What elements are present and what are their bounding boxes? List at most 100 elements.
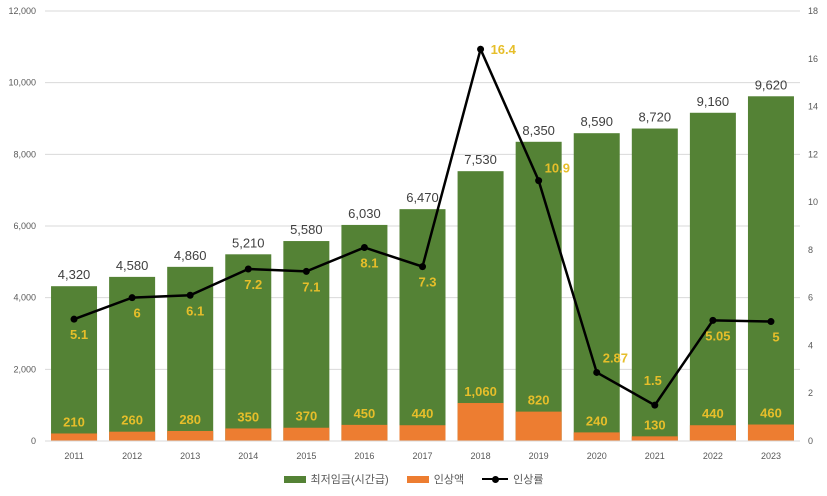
x-tick-label: 2017 <box>412 451 432 461</box>
wage-data-label: 4,580 <box>116 258 149 273</box>
increase-data-label: 440 <box>412 406 434 421</box>
rate-data-label: 7.3 <box>418 275 436 290</box>
bar-increase <box>689 425 736 441</box>
increase-data-label: 130 <box>644 417 666 432</box>
y-right-tick-label: 0 <box>808 436 813 446</box>
legend: 최저임금(시간급) 인상액 인상률 <box>0 471 827 487</box>
combo-chart: 0 2,000 4,000 6,000 8,000 10,000 12,000 0 2 4 6 8 10… <box>8 6 818 461</box>
y-right-tick-label: 10 <box>808 197 818 207</box>
bar-wage <box>689 112 736 442</box>
x-tick-label: 2021 <box>645 451 665 461</box>
wage-data-label: 9,620 <box>755 77 788 92</box>
rate-point <box>593 368 601 376</box>
wage-data-label: 8,720 <box>639 110 672 125</box>
increase-data-label: 370 <box>295 409 317 424</box>
bar-wage <box>631 128 678 442</box>
rate-data-label: 10.9 <box>545 161 570 176</box>
y-left-tick-label: 12,000 <box>8 6 36 16</box>
increase-data-label: 450 <box>354 406 376 421</box>
rate-point <box>244 265 252 273</box>
y-left-tick-label: 4,000 <box>13 293 36 303</box>
rate-data-label: 2.87 <box>603 350 628 365</box>
bar-wage <box>515 141 562 441</box>
x-tick-label: 2018 <box>471 451 491 461</box>
bar-increase <box>747 424 794 441</box>
y-right-tick-label: 6 <box>808 293 813 303</box>
wage-data-label: 9,160 <box>697 94 730 109</box>
legend-item-wage: 최저임금(시간급) <box>283 471 389 487</box>
y-right-tick-label: 8 <box>808 245 813 255</box>
increase-data-label: 350 <box>237 409 259 424</box>
bar-increase <box>515 411 562 441</box>
bar-increase <box>225 428 272 441</box>
y-right-tick-label: 16 <box>808 54 818 64</box>
rate-data-label: 7.1 <box>302 279 320 294</box>
rate-point <box>70 315 78 323</box>
bar-wage <box>51 286 98 441</box>
rate-point <box>709 316 717 324</box>
x-tick-label: 2023 <box>761 451 781 461</box>
rate-point <box>128 294 136 302</box>
x-tick-label: 2014 <box>238 451 258 461</box>
x-tick-label: 2022 <box>703 451 723 461</box>
rate-point <box>186 291 194 299</box>
y-right-tick-label: 4 <box>808 340 813 350</box>
x-tick-label: 2015 <box>296 451 316 461</box>
y-right-tick-label: 12 <box>808 149 818 159</box>
rate-data-label: 7.2 <box>244 277 262 292</box>
increase-data-label: 440 <box>702 406 724 421</box>
wage-data-label: 6,030 <box>348 206 381 221</box>
increase-data-label: 820 <box>528 393 550 408</box>
legend-swatch-increase <box>406 475 429 483</box>
wage-data-label: 7,530 <box>464 152 497 167</box>
x-tick-label: 2012 <box>122 451 142 461</box>
y-left-tick-label: 10,000 <box>8 78 36 88</box>
wage-data-label: 4,860 <box>174 248 207 263</box>
increase-data-label: 1,060 <box>464 384 497 399</box>
legend-label-wage: 최저임금(시간급) <box>310 474 389 486</box>
legend-item-increase: 인상액 <box>406 471 465 487</box>
y-right-tick-label: 2 <box>808 388 813 398</box>
bar-increase <box>341 424 388 441</box>
bar-increase <box>51 433 98 441</box>
rate-data-label: 5.05 <box>705 328 730 343</box>
wage-data-label: 6,470 <box>406 190 439 205</box>
y-left-tick-label: 2,000 <box>13 364 36 374</box>
increase-data-label: 460 <box>760 406 782 421</box>
legend-label-increase: 인상액 <box>433 474 465 486</box>
y-left-tick-label: 0 <box>31 436 36 446</box>
bar-increase <box>457 403 504 441</box>
bar-wage <box>399 209 446 441</box>
wage-data-label: 5,210 <box>232 235 265 250</box>
bar-wage <box>341 224 388 441</box>
bar-wage <box>457 171 504 442</box>
rate-point <box>360 244 368 251</box>
rate-point <box>477 45 485 53</box>
increase-data-label: 240 <box>586 413 608 428</box>
rate-data-label: 6.1 <box>186 303 204 318</box>
wage-data-label: 4,320 <box>58 267 91 282</box>
bar-increase <box>167 430 214 441</box>
rate-data-label: 5.1 <box>70 327 88 342</box>
bar-wage <box>573 133 620 442</box>
x-tick-label: 2020 <box>587 451 607 461</box>
legend-label-rate: 인상률 <box>513 474 544 486</box>
legend-line-rate <box>482 475 509 483</box>
rate-data-label: 5 <box>772 330 779 345</box>
bar-increase <box>283 427 330 441</box>
bar-wage <box>225 254 272 441</box>
bar-wage <box>747 96 794 442</box>
y-right-tick-label: 14 <box>808 102 818 112</box>
rate-data-label: 1.5 <box>644 373 662 388</box>
wage-data-label: 5,580 <box>290 222 323 237</box>
y-right-tick-label: 18 <box>808 6 818 16</box>
x-tick-label: 2016 <box>354 451 374 461</box>
bar-increase <box>631 436 678 441</box>
legend-swatch-wage <box>283 475 306 483</box>
increase-data-label: 210 <box>63 414 85 429</box>
rate-data-label: 8.1 <box>360 256 378 271</box>
wage-data-label: 8,350 <box>522 123 555 138</box>
wage-data-label: 8,590 <box>580 114 613 129</box>
rate-point <box>419 263 426 271</box>
rate-data-label: 16.4 <box>491 42 517 57</box>
